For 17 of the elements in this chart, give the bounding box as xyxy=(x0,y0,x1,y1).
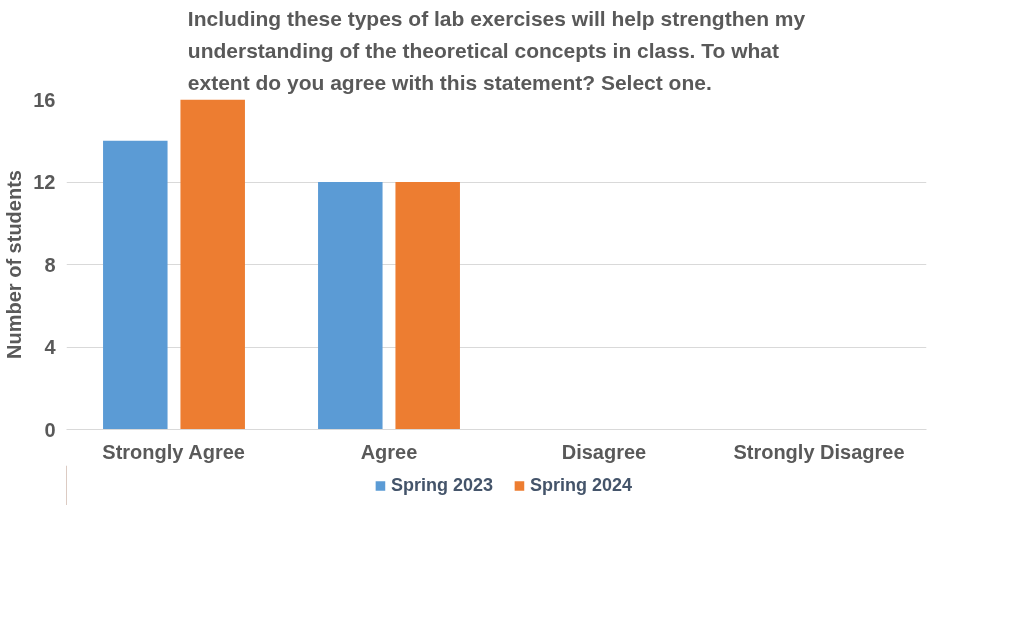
y-axis-title: Number of students xyxy=(3,170,26,359)
bar xyxy=(395,182,460,430)
x-tick-label: Strongly Disagree xyxy=(733,440,905,463)
bar xyxy=(180,99,245,430)
bar xyxy=(103,140,168,430)
y-tick-label: 0 xyxy=(44,418,56,441)
y-tick-label: 8 xyxy=(44,253,56,276)
legend-label: Spring 2024 xyxy=(530,474,633,496)
y-tick-label: 12 xyxy=(33,171,56,193)
bar xyxy=(318,182,383,430)
y-tick-label: 16 xyxy=(33,88,56,111)
x-tick-label: Disagree xyxy=(561,440,647,463)
legend-label: Spring 2023 xyxy=(390,474,493,496)
x-tick-label: Strongly Agree xyxy=(102,440,245,463)
y-tick-label: 4 xyxy=(44,336,57,358)
chart-title: Including these types of lab exercises will help strengthen my understanding of the theoretical concepts in class. To what extent do you agree with this statement? Select one. xyxy=(187,7,806,95)
x-tick-label: Agree xyxy=(360,440,418,463)
